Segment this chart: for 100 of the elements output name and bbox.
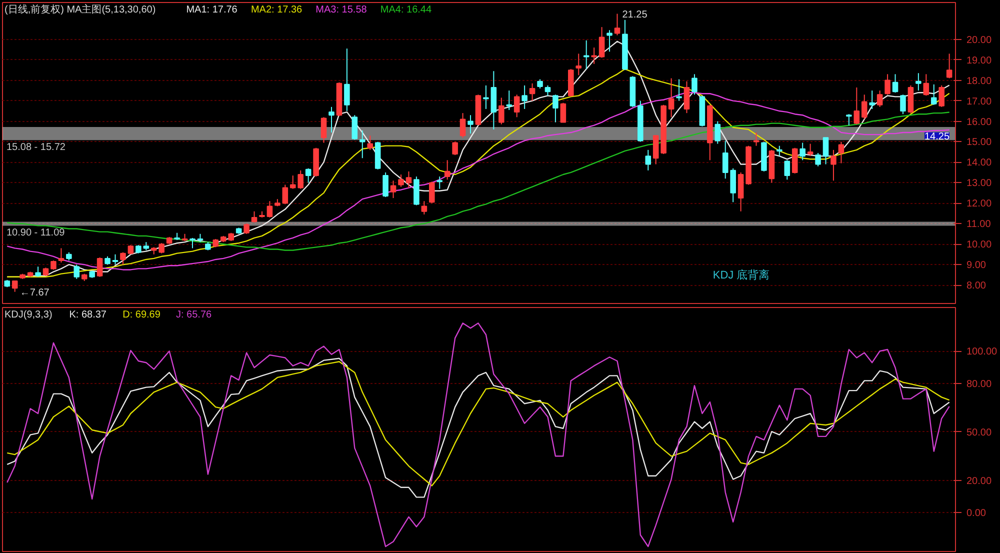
candlestick — [676, 78, 682, 102]
candlestick — [652, 135, 659, 165]
y-tick-label: 20.00 — [966, 34, 992, 46]
candlestick — [359, 130, 366, 159]
candlestick — [367, 135, 373, 150]
candlestick — [884, 74, 890, 96]
y-tick-label: 12.00 — [966, 198, 992, 210]
candlestick — [753, 132, 760, 146]
candlestick — [514, 94, 520, 118]
y-tick-label: 19.00 — [966, 55, 992, 66]
candlestick — [74, 264, 80, 280]
candlestick — [938, 84, 944, 108]
candlestick — [576, 53, 582, 76]
y-tick-label: 16.00 — [966, 116, 992, 128]
candlestick — [483, 84, 489, 110]
candlestick — [506, 90, 512, 110]
candlestick — [876, 90, 883, 108]
candlestick — [537, 78, 543, 89]
candlestick — [305, 168, 312, 184]
candlestick — [591, 47, 597, 64]
candlestick — [815, 152, 821, 167]
candlestick — [436, 176, 443, 190]
y-tick-label: 13.00 — [966, 178, 992, 190]
chart-title: (日线,前复权) MA主图(5,13,30,60) — [4, 4, 156, 16]
candlestick — [692, 74, 698, 96]
candlestick — [614, 13, 620, 36]
candlestick — [498, 97, 504, 125]
y-tick-label: 14.00 — [966, 158, 992, 169]
candlestick — [668, 78, 674, 118]
candlestick — [776, 145, 782, 157]
candlestick — [266, 200, 273, 218]
annotation: 14.25 — [924, 131, 950, 142]
text: MA4: 16.44 — [380, 4, 432, 16]
y-tick-label: 9.00 — [966, 260, 986, 272]
candlestick — [900, 94, 906, 115]
candlestick — [12, 280, 18, 292]
candlestick — [738, 172, 744, 212]
candlestick — [544, 84, 551, 96]
candlestick — [946, 53, 952, 79]
candlestick — [421, 200, 428, 215]
candlestick — [861, 94, 868, 120]
text: J: 65.76 — [176, 310, 212, 320]
text: MA2: 17.36 — [250, 4, 303, 16]
candlestick — [560, 102, 566, 123]
line-series — [6, 112, 950, 251]
candlestick — [583, 40, 590, 70]
y-tick-label: 50.00 — [966, 427, 992, 438]
candlestick — [930, 84, 937, 106]
candlestick — [892, 74, 898, 94]
text: MA1: 17.76 — [186, 4, 238, 16]
candlestick — [96, 256, 103, 278]
line-series — [6, 322, 950, 548]
candlestick — [35, 266, 41, 278]
candlestick — [460, 112, 466, 138]
candlestick — [598, 26, 605, 58]
y-tick-label: 100.00 — [966, 346, 998, 358]
candlestick — [190, 237, 196, 249]
candlestick — [923, 74, 930, 96]
text: D: 69.69 — [122, 310, 161, 320]
candlestick — [684, 80, 690, 114]
candlestick — [328, 106, 334, 134]
chart-title: KDJ(9,3,3) — [4, 310, 52, 320]
candlestick — [846, 114, 852, 126]
y-tick-label: 15.00 — [966, 137, 992, 148]
annotation: KDJ 底背离 — [712, 268, 770, 282]
candlestick — [468, 114, 474, 134]
candlestick — [444, 160, 450, 180]
candlestick — [320, 116, 327, 144]
band-label: 10.90 - 11.09 — [6, 228, 66, 239]
candlestick — [120, 252, 126, 266]
candlestick — [398, 174, 404, 188]
candlestick — [390, 180, 396, 199]
candlestick — [830, 149, 836, 182]
y-tick-label: 20.00 — [966, 476, 992, 487]
text: K: 68.37 — [69, 310, 107, 320]
candlestick — [352, 114, 358, 140]
annotation: ←7.67 — [20, 287, 50, 298]
candlestick — [428, 181, 435, 204]
candlestick — [58, 248, 64, 264]
text: MA3: 15.58 — [316, 4, 368, 16]
candlestick — [869, 90, 875, 110]
y-tick-label: 8.00 — [966, 280, 986, 292]
candlestick — [128, 244, 134, 255]
candlestick — [344, 48, 350, 112]
y-tick-label: 17.00 — [966, 96, 992, 108]
candlestick — [251, 210, 258, 224]
y-tick-label: 10.00 — [966, 240, 992, 251]
candlestick — [800, 142, 806, 161]
band-label: 15.08 - 15.72 — [6, 142, 66, 154]
candlestick — [606, 30, 612, 52]
candlestick — [529, 82, 536, 102]
candlestick — [244, 223, 250, 234]
candlestick — [714, 120, 721, 144]
candlestick — [645, 149, 652, 171]
candlestick — [916, 72, 922, 92]
candlestick — [282, 184, 288, 205]
candlestick — [838, 141, 844, 164]
candlestick — [822, 137, 829, 165]
candlestick — [452, 141, 458, 156]
candlestick — [854, 86, 860, 125]
